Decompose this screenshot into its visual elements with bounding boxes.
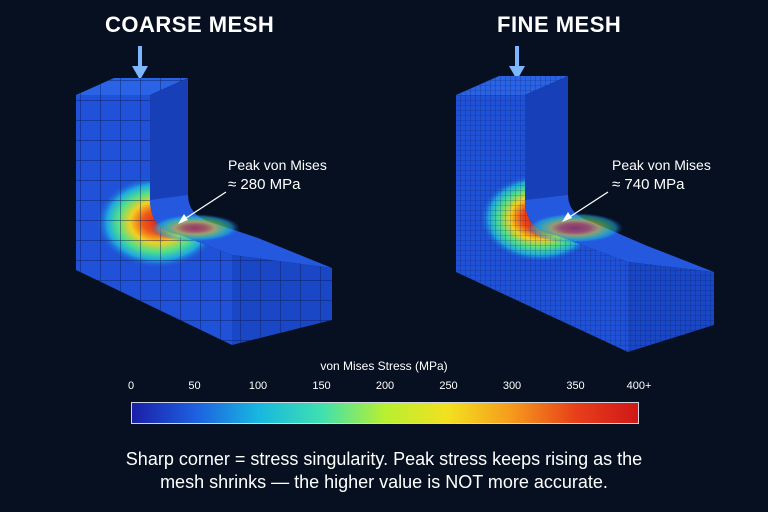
- colorbar-tick-250: 250: [439, 380, 458, 392]
- fine-load-arrow: [509, 46, 525, 80]
- colorbar-tick-0: 0: [127, 380, 135, 392]
- coarse-peak-value: ≈ 280 MPa: [228, 176, 301, 193]
- colorbar-tick-400plus: 400+: [626, 380, 652, 392]
- coarse-callout-leader: [178, 191, 227, 224]
- colorbar-tick-350: 350: [566, 380, 585, 392]
- coarse-peak-callout: Peak von Mises ≈ 280 MPa: [228, 155, 327, 195]
- colorbar-tick-50: 50: [188, 380, 201, 392]
- colorbar-tick-labels: 0 50 100 150 200 250 300 350 400+: [0, 380, 768, 396]
- coarse-peak-label: Peak von Mises: [228, 157, 327, 173]
- fine-peak-label: Peak von Mises: [612, 157, 711, 173]
- coarse-mesh-bracket: [76, 78, 332, 345]
- fine-callout-leader: [562, 191, 609, 222]
- coarse-mesh-title: COARSE MESH: [105, 12, 275, 37]
- fine-mesh-title: FINE MESH: [497, 12, 622, 37]
- coarse-load-arrow: [132, 46, 148, 80]
- fine-peak-callout: Peak von Mises ≈ 740 MPa: [612, 155, 711, 195]
- caption: Sharp corner = stress singularity. Peak …: [0, 448, 768, 494]
- colorbar-tick-200: 200: [375, 380, 395, 392]
- colorbar-tick-100: 100: [248, 380, 268, 392]
- caption-line-1: Sharp corner = stress singularity. Peak …: [125, 449, 643, 469]
- colorbar-tick-300: 300: [502, 380, 522, 392]
- fine-peak-value: ≈ 740 MPa: [612, 176, 685, 193]
- fea-models-illustration: [76, 46, 714, 352]
- caption-line-2: mesh shrinks — the higher value is NOT m…: [160, 472, 608, 492]
- fine-mesh-bracket: [456, 76, 714, 352]
- stress-colorbar: [131, 402, 639, 424]
- legend-title: von Mises Stress (MPa): [320, 359, 448, 373]
- colorbar-tick-150: 150: [312, 380, 331, 392]
